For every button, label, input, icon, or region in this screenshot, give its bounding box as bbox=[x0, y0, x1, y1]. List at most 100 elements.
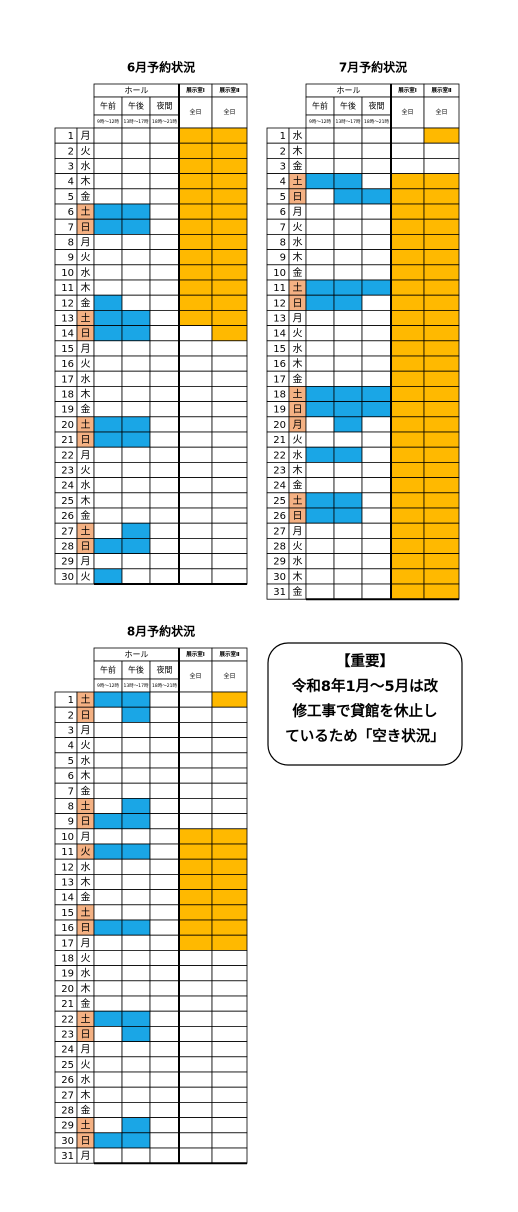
booking-cell bbox=[390, 355, 425, 372]
booking-cell bbox=[361, 568, 392, 585]
booking-cell bbox=[121, 264, 151, 281]
weekday: 月 bbox=[81, 130, 91, 142]
day-number: 2 bbox=[68, 710, 74, 721]
booking-cell bbox=[361, 142, 392, 159]
booking-cell bbox=[333, 218, 363, 235]
booking-cell bbox=[423, 157, 460, 174]
booking-cell bbox=[121, 370, 151, 387]
booking-cell bbox=[423, 325, 460, 342]
booking-cell bbox=[390, 416, 425, 433]
booking-cell bbox=[390, 446, 425, 463]
booking-cell bbox=[149, 507, 180, 524]
booking-cell bbox=[93, 980, 123, 997]
weekday: 金 bbox=[81, 190, 91, 203]
day-number: 20 bbox=[61, 984, 74, 995]
booking-cell bbox=[211, 188, 248, 205]
booking-cell bbox=[121, 218, 151, 235]
booking-cell bbox=[149, 264, 180, 281]
session-header: 午前 bbox=[100, 101, 116, 111]
booking-cell bbox=[211, 843, 248, 860]
booking-cell bbox=[178, 157, 213, 174]
weekday: 木 bbox=[293, 145, 303, 157]
booking-cell bbox=[121, 980, 151, 997]
day-number: 11 bbox=[61, 847, 74, 858]
booking-cell bbox=[121, 233, 151, 250]
booking-cell bbox=[149, 340, 180, 357]
booking-cell bbox=[361, 355, 392, 372]
booking-cell bbox=[211, 950, 248, 967]
weekday: 金 bbox=[81, 784, 91, 797]
booking-cell bbox=[121, 1147, 151, 1164]
booking-cell bbox=[211, 798, 248, 815]
day-number: 12 bbox=[61, 298, 74, 309]
table-title: 8月予約状況 bbox=[127, 624, 195, 639]
weekday: 月 bbox=[293, 419, 303, 431]
booking-cell bbox=[423, 507, 460, 524]
weekday: 木 bbox=[81, 389, 91, 401]
booking-cell bbox=[93, 568, 123, 585]
day-number: 30 bbox=[61, 1136, 74, 1147]
booking-cell bbox=[178, 904, 213, 921]
day-number: 13 bbox=[273, 314, 286, 325]
weekday: 木 bbox=[293, 358, 303, 370]
booking-cell bbox=[121, 722, 151, 739]
booking-cell bbox=[178, 188, 213, 205]
booking-cell bbox=[361, 127, 392, 144]
booking-cell bbox=[149, 1010, 180, 1027]
booking-cell bbox=[121, 691, 151, 708]
weekday: 金 bbox=[293, 372, 303, 385]
booking-cell bbox=[178, 1056, 213, 1073]
booking-cell bbox=[93, 874, 123, 891]
booking-cell bbox=[361, 188, 392, 205]
booking-cell bbox=[149, 477, 180, 494]
session-header: 午後 bbox=[340, 101, 356, 111]
booking-cell bbox=[93, 737, 123, 754]
day-number: 30 bbox=[273, 572, 286, 583]
booking-cell bbox=[121, 858, 151, 875]
day-number: 22 bbox=[273, 450, 286, 461]
booking-cell bbox=[178, 858, 213, 875]
booking-cell bbox=[149, 355, 180, 372]
booking-cell bbox=[149, 1086, 180, 1103]
booking-cell bbox=[333, 385, 363, 402]
weekday: 木 bbox=[293, 571, 303, 583]
booking-cell bbox=[361, 249, 392, 266]
day-number: 18 bbox=[61, 954, 74, 965]
booking-cell bbox=[305, 568, 335, 585]
booking-cell bbox=[149, 309, 180, 326]
booking-cell bbox=[178, 461, 213, 478]
booking-cell bbox=[211, 157, 248, 174]
weekday: 木 bbox=[81, 1089, 91, 1101]
booking-cell bbox=[305, 370, 335, 387]
booking-cell bbox=[305, 173, 335, 190]
booking-cell bbox=[211, 919, 248, 936]
day-number: 18 bbox=[61, 390, 74, 401]
weekday: 水 bbox=[81, 1074, 91, 1086]
booking-cell bbox=[93, 1117, 123, 1134]
booking-cell bbox=[149, 142, 180, 159]
booking-cell bbox=[121, 889, 151, 906]
booking-cell bbox=[423, 446, 460, 463]
booking-cell bbox=[121, 782, 151, 799]
room-header: 展示室Ⅱ bbox=[219, 650, 240, 658]
booking-cell bbox=[121, 706, 151, 723]
weekday: 火 bbox=[293, 541, 303, 553]
day-number: 12 bbox=[273, 298, 286, 309]
session-header: 夜間 bbox=[157, 665, 173, 675]
day-number: 7 bbox=[280, 222, 286, 233]
day-number: 4 bbox=[68, 741, 74, 752]
day-number: 1 bbox=[280, 131, 286, 142]
weekday: 火 bbox=[81, 358, 91, 370]
weekday: 日 bbox=[81, 329, 91, 340]
booking-cell bbox=[121, 340, 151, 357]
booking-cell bbox=[333, 325, 363, 342]
booking-cell bbox=[121, 461, 151, 478]
weekday: 木 bbox=[81, 495, 91, 507]
weekday: 金 bbox=[293, 585, 303, 598]
weekday: 水 bbox=[293, 556, 303, 568]
day-number: 13 bbox=[61, 314, 74, 325]
booking-cell bbox=[305, 461, 335, 478]
all-day-header: 全日 bbox=[223, 672, 235, 680]
booking-cell bbox=[333, 416, 363, 433]
booking-cell bbox=[333, 157, 363, 174]
